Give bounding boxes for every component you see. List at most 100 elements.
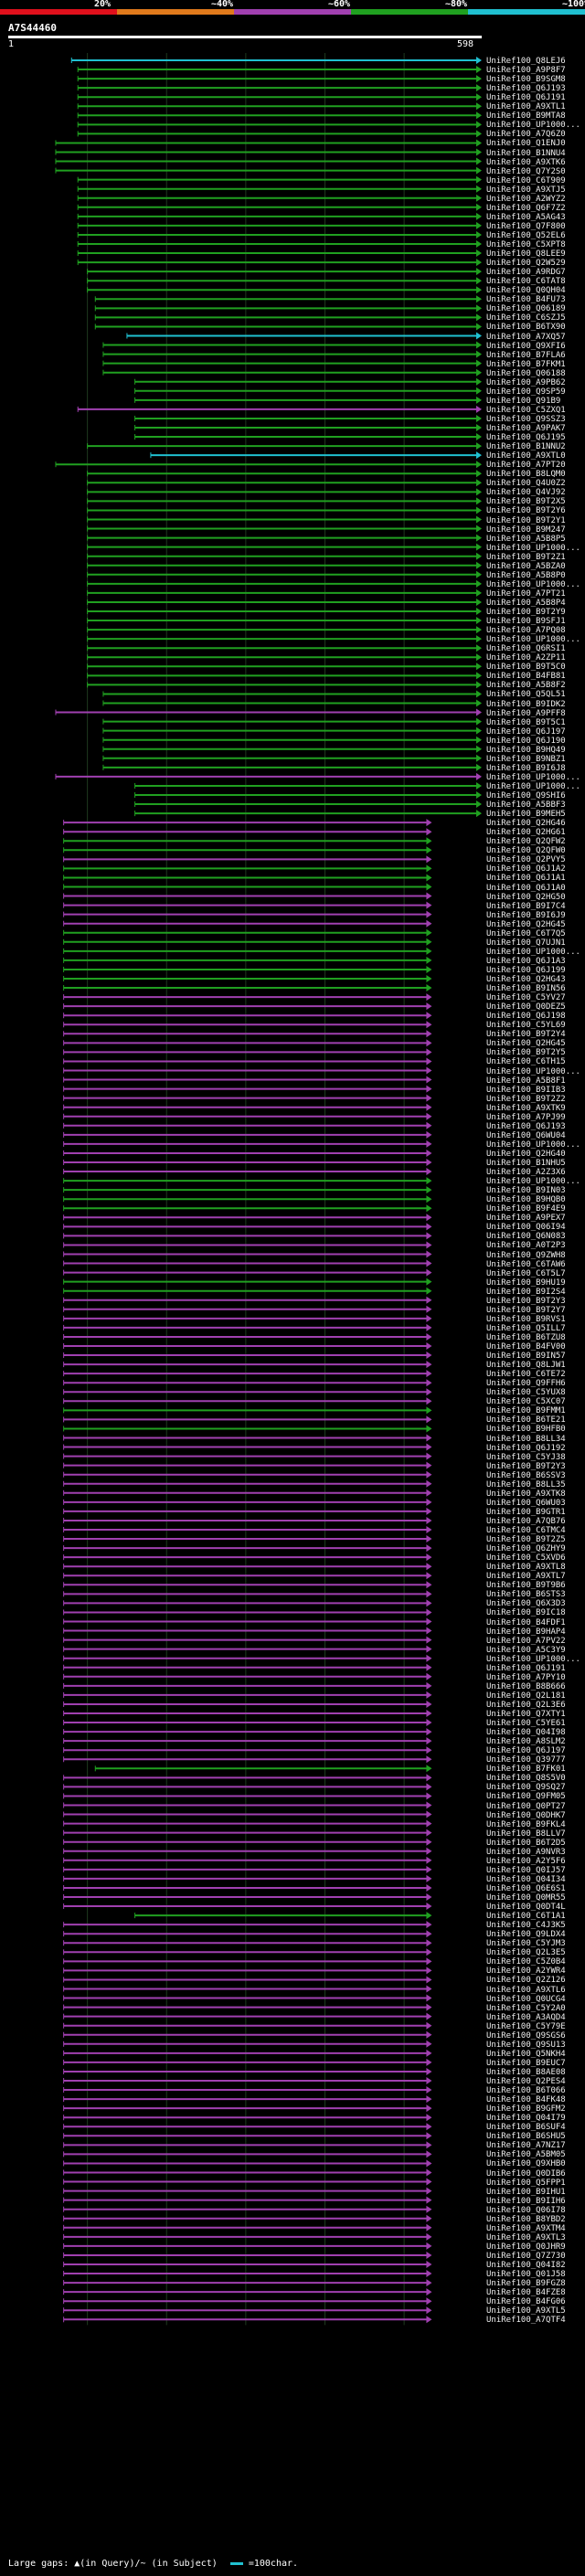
hit-label-link[interactable]: UniRef100_A5BZA0 <box>486 561 566 571</box>
hit-label-link[interactable]: UniRef100_A2WYZ2 <box>486 194 566 204</box>
hit-label-link[interactable]: UniRef100_B9T2Y6 <box>486 506 566 516</box>
hit-label-link[interactable]: UniRef100_Q7F800 <box>486 221 566 231</box>
hit-label-link[interactable]: UniRef100_Q6F7Z2 <box>486 203 566 213</box>
hit-label-link[interactable]: UniRef100_Q04I34 <box>486 1874 566 1884</box>
hit-label-link[interactable]: UniRef100_Q2HG61 <box>486 828 566 838</box>
hit-label-link[interactable]: UniRef100_Q06189 <box>486 304 566 314</box>
hit-label-link[interactable]: UniRef100_UP1000... <box>486 781 580 791</box>
hit-label-link[interactable]: UniRef100_Q9SSZ3 <box>486 414 566 424</box>
hit-label-link[interactable]: UniRef100_Q1ENJ0 <box>486 139 566 149</box>
hit-label-link[interactable]: UniRef100_Q4U0Z2 <box>486 479 566 489</box>
hit-label-link[interactable]: UniRef100_A9PAK7 <box>486 424 566 433</box>
hit-label-link[interactable]: UniRef100_Q9FFH6 <box>486 1379 566 1389</box>
hit-label-link[interactable]: UniRef100_Q0DHK7 <box>486 1810 566 1820</box>
hit-label-link[interactable]: UniRef100_B9I2S4 <box>486 1287 566 1297</box>
hit-label-link[interactable]: UniRef100_B9HQB0 <box>486 1195 566 1205</box>
hit-label-link[interactable]: UniRef100_Q9SP59 <box>486 387 566 397</box>
hit-label-link[interactable]: UniRef100_Q2HG50 <box>486 892 566 902</box>
hit-label-link[interactable]: UniRef100_B9FMM1 <box>486 1406 566 1416</box>
hit-label-link[interactable]: UniRef100_A5B8F2 <box>486 681 566 691</box>
query-id-link[interactable]: A7S44460 <box>8 22 57 34</box>
hit-label-link[interactable]: UniRef100_A9XTK8 <box>486 1489 566 1499</box>
hit-label-link[interactable]: UniRef100_B8B666 <box>486 1681 566 1691</box>
hit-label-link[interactable]: UniRef100_B9HQ49 <box>486 745 566 755</box>
hit-label-link[interactable]: UniRef100_B9IHU1 <box>486 2187 566 2197</box>
hit-label-link[interactable]: UniRef100_Q06I78 <box>486 2205 566 2215</box>
hit-label-link[interactable]: UniRef100_B9IC18 <box>486 1608 566 1618</box>
hit-label-link[interactable]: UniRef100_Q9XHB0 <box>486 2159 566 2169</box>
hit-label-link[interactable]: UniRef100_B9IDK2 <box>486 699 566 709</box>
hit-label-link[interactable]: UniRef100_Q2QFW2 <box>486 837 566 847</box>
hit-label-link[interactable]: UniRef100_Q6ZHY9 <box>486 1544 566 1554</box>
hit-label-link[interactable]: UniRef100_Q2HG40 <box>486 1149 566 1159</box>
hit-label-link[interactable]: UniRef100_Q6N083 <box>486 1232 566 1242</box>
hit-label-link[interactable]: UniRef100_B1NNU2 <box>486 442 566 452</box>
hit-label-link[interactable]: UniRef100_Q9ZWH8 <box>486 1250 566 1260</box>
hit-label-link[interactable]: UniRef100_A9XTK6 <box>486 157 566 167</box>
hit-label-link[interactable]: UniRef100_B6SHU5 <box>486 2132 566 2142</box>
hit-label-link[interactable]: UniRef100_B9EUC7 <box>486 2058 566 2068</box>
hit-label-link[interactable]: UniRef100_B4FV00 <box>486 1342 566 1352</box>
hit-label-link[interactable]: UniRef100_Q52EL6 <box>486 230 566 240</box>
hit-label-link[interactable]: UniRef100_UP1000... <box>486 1177 580 1187</box>
hit-label-link[interactable]: UniRef100_Q6X3D3 <box>486 1599 566 1609</box>
hit-label-link[interactable]: UniRef100_Q6J197 <box>486 1746 566 1756</box>
hit-label-link[interactable]: UniRef100_UP1000... <box>486 1066 580 1076</box>
hit-label-link[interactable]: UniRef100_C6T1A1 <box>486 1912 566 1922</box>
hit-label-link[interactable]: UniRef100_B8LLV7 <box>486 1829 566 1839</box>
hit-label-link[interactable]: UniRef100_A9XTL8 <box>486 1563 566 1573</box>
hit-label-link[interactable]: UniRef100_B9NBZ1 <box>486 754 566 764</box>
hit-label-link[interactable]: UniRef100_Q6J1A3 <box>486 956 566 966</box>
hit-label-link[interactable]: UniRef100_UP1000... <box>486 772 580 782</box>
hit-label-link[interactable]: UniRef100_Q0IJ57 <box>486 1865 566 1875</box>
hit-label-link[interactable]: UniRef100_Q6J191 <box>486 1663 566 1673</box>
hit-label-link[interactable]: UniRef100_B9T2Z2 <box>486 1094 566 1104</box>
hit-label-link[interactable]: UniRef100_B4FB81 <box>486 672 566 682</box>
hit-label-link[interactable]: UniRef100_B9T2Z1 <box>486 552 566 562</box>
hit-label-link[interactable]: UniRef100_Q7Z730 <box>486 2251 566 2261</box>
hit-label-link[interactable]: UniRef100_B9T2Y4 <box>486 1030 566 1040</box>
hit-label-link[interactable]: UniRef100_Q6J198 <box>486 1012 566 1022</box>
hit-label-link[interactable]: UniRef100_B8LQM0 <box>486 470 566 480</box>
hit-label-link[interactable]: UniRef100_B9T2Y7 <box>486 1305 566 1315</box>
hit-label-link[interactable]: UniRef100_Q8LEJ6 <box>486 57 566 66</box>
hit-label-link[interactable]: UniRef100_Q6J193 <box>486 1121 566 1131</box>
hit-label-link[interactable]: UniRef100_Q2PVY5 <box>486 855 566 865</box>
hit-label-link[interactable]: UniRef100_Q6J1A0 <box>486 883 566 893</box>
hit-label-link[interactable]: UniRef100_C6T909 <box>486 175 566 186</box>
hit-label-link[interactable]: UniRef100_A7XQ57 <box>486 332 566 342</box>
hit-label-link[interactable]: UniRef100_Q5ILL7 <box>486 1323 566 1333</box>
hit-label-link[interactable]: UniRef100_A2ZP11 <box>486 653 566 663</box>
hit-label-link[interactable]: UniRef100_B4FU73 <box>486 295 566 305</box>
hit-label-link[interactable]: UniRef100_Q39777 <box>486 1755 566 1765</box>
hit-label-link[interactable]: UniRef100_Q0DT4L <box>486 1903 566 1913</box>
hit-label-link[interactable]: UniRef100_A0T2P3 <box>486 1241 566 1251</box>
hit-label-link[interactable]: UniRef100_Q06188 <box>486 368 566 378</box>
hit-label-link[interactable]: UniRef100_A7NZ17 <box>486 2141 566 2151</box>
hit-label-link[interactable]: UniRef100_Q5NKH4 <box>486 2049 566 2059</box>
hit-label-link[interactable]: UniRef100_Q6J195 <box>486 433 566 443</box>
hit-label-link[interactable]: UniRef100_Q6J192 <box>486 1443 566 1453</box>
hit-label-link[interactable]: UniRef100_Q9SQ27 <box>486 1783 566 1793</box>
hit-label-link[interactable]: UniRef100_B9MEH5 <box>486 810 566 820</box>
hit-label-link[interactable]: UniRef100_B8YBD2 <box>486 2214 566 2224</box>
hit-label-link[interactable]: UniRef100_A5B8P4 <box>486 598 566 608</box>
hit-label-link[interactable]: UniRef100_C5Y79E <box>486 2021 566 2031</box>
hit-label-link[interactable]: UniRef100_A7QTF4 <box>486 2316 566 2326</box>
hit-label-link[interactable]: UniRef100_UP1000... <box>486 543 580 553</box>
hit-label-link[interactable]: UniRef100_A9XTJ5 <box>486 185 566 195</box>
hit-label-link[interactable]: UniRef100_A9XTL7 <box>486 1572 566 1582</box>
hit-label-link[interactable]: UniRef100_B6TX90 <box>486 323 566 333</box>
hit-label-link[interactable]: UniRef100_A9XTL0 <box>486 451 566 461</box>
hit-label-link[interactable]: UniRef100_A2YWR4 <box>486 1966 566 1977</box>
hit-label-link[interactable]: UniRef100_A7PV22 <box>486 1636 566 1646</box>
hit-label-link[interactable]: UniRef100_A9XTK9 <box>486 1103 566 1113</box>
hit-label-link[interactable]: UniRef100_C5YJ38 <box>486 1452 566 1462</box>
hit-label-link[interactable]: UniRef100_A9PFF8 <box>486 708 566 718</box>
hit-label-link[interactable]: UniRef100_Q6J199 <box>486 965 566 975</box>
hit-label-link[interactable]: UniRef100_Q5QL51 <box>486 690 566 700</box>
hit-label-link[interactable]: UniRef100_Q0UCG4 <box>486 1994 566 2004</box>
hit-label-link[interactable]: UniRef100_C4J3K5 <box>486 1921 566 1931</box>
hit-label-link[interactable]: UniRef100_C5YJM3 <box>486 1939 566 1949</box>
hit-label-link[interactable]: UniRef100_C5YE61 <box>486 1719 566 1729</box>
